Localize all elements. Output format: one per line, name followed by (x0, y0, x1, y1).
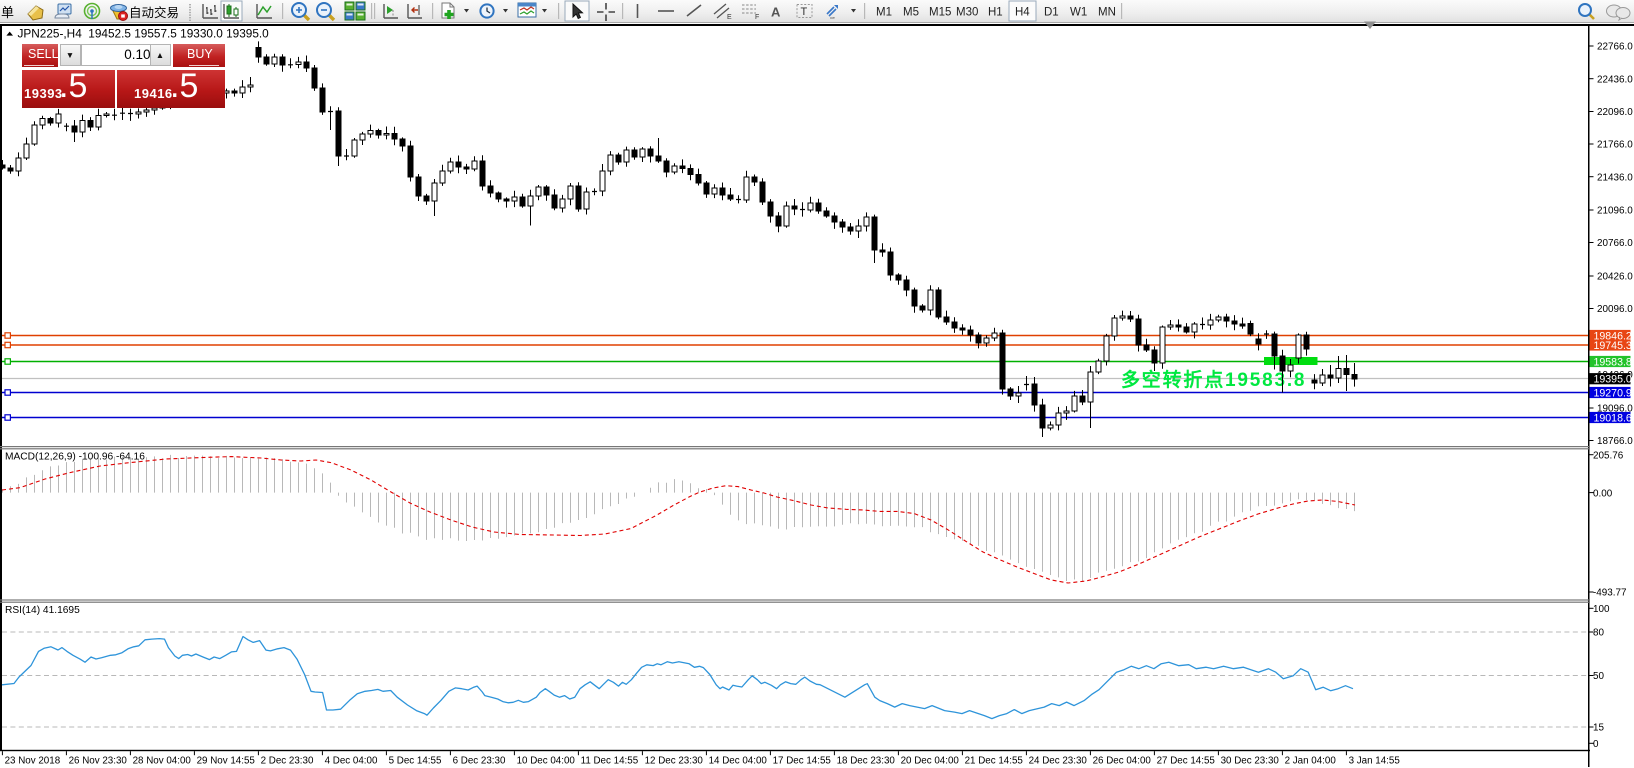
svg-text:自动交易: 自动交易 (129, 5, 179, 20)
svg-text:27 Dec 14:55: 27 Dec 14:55 (1157, 756, 1216, 767)
svg-text:3 Jan 14:55: 3 Jan 14:55 (1349, 756, 1401, 767)
svg-text:21096.0: 21096.0 (1597, 206, 1633, 217)
svg-text:80: 80 (1593, 628, 1604, 639)
svg-text:18766.0: 18766.0 (1597, 436, 1633, 447)
svg-text:10 Dec 04:00: 10 Dec 04:00 (517, 756, 576, 767)
svg-text:30 Dec 23:30: 30 Dec 23:30 (1221, 756, 1280, 767)
svg-text:单: 单 (1, 5, 14, 20)
svg-text:M15: M15 (929, 7, 951, 19)
svg-text:22766.0: 22766.0 (1597, 42, 1633, 53)
svg-text:19270.9: 19270.9 (1594, 387, 1632, 399)
svg-text:21766.0: 21766.0 (1597, 140, 1633, 151)
svg-text:20766.0: 20766.0 (1597, 238, 1633, 249)
svg-text:6 Dec 23:30: 6 Dec 23:30 (453, 756, 506, 767)
svg-text:D1: D1 (1044, 7, 1059, 19)
svg-text:21436.0: 21436.0 (1597, 172, 1633, 183)
svg-text:T: T (801, 6, 808, 18)
svg-text:JPN225-,H4 19452.5 19557.5 19: JPN225-,H4 19452.5 19557.5 19330.0 19395… (18, 26, 270, 40)
svg-text:20096.0: 20096.0 (1597, 304, 1633, 315)
svg-text:2 Jan 04:00: 2 Jan 04:00 (1285, 756, 1337, 767)
svg-text:12 Dec 23:30: 12 Dec 23:30 (645, 756, 704, 767)
svg-text:205.76: 205.76 (1593, 450, 1624, 461)
svg-text:29 Nov 14:55: 29 Nov 14:55 (197, 756, 256, 767)
svg-text:-493.77: -493.77 (1593, 588, 1627, 599)
svg-text:22096.0: 22096.0 (1597, 107, 1633, 118)
svg-text:24 Dec 23:30: 24 Dec 23:30 (1029, 756, 1088, 767)
svg-text:19583.8: 19583.8 (1594, 356, 1632, 368)
svg-text:F: F (755, 14, 759, 21)
svg-text:11 Dec 14:55: 11 Dec 14:55 (581, 756, 639, 767)
svg-text:18 Dec 23:30: 18 Dec 23:30 (837, 756, 896, 767)
svg-text:14 Dec 04:00: 14 Dec 04:00 (709, 756, 768, 767)
svg-text:M5: M5 (903, 7, 919, 19)
svg-text:19018.6: 19018.6 (1594, 412, 1632, 424)
svg-text:100: 100 (1593, 604, 1610, 615)
svg-text:0: 0 (1593, 739, 1599, 750)
svg-text:4 Dec 04:00: 4 Dec 04:00 (325, 756, 378, 767)
svg-text:MN: MN (1098, 7, 1116, 19)
svg-text:M30: M30 (956, 7, 978, 19)
svg-text:A: A (771, 5, 781, 20)
svg-text:23 Nov 2018: 23 Nov 2018 (5, 756, 61, 767)
svg-text:20426.0: 20426.0 (1597, 272, 1633, 283)
svg-text:19745.3: 19745.3 (1594, 340, 1632, 352)
svg-text:M1: M1 (876, 7, 892, 19)
svg-text:22436.0: 22436.0 (1597, 74, 1633, 85)
svg-text:15: 15 (1593, 723, 1604, 734)
svg-text:5 Dec 14:55: 5 Dec 14:55 (389, 756, 442, 767)
svg-text:W1: W1 (1070, 7, 1087, 19)
svg-text:H4: H4 (1015, 7, 1030, 19)
svg-text:26 Dec 04:00: 26 Dec 04:00 (1093, 756, 1152, 767)
svg-text:19395.0: 19395.0 (1594, 374, 1632, 386)
svg-text:H1: H1 (988, 7, 1003, 19)
svg-text:50: 50 (1593, 671, 1604, 682)
svg-text:21 Dec 14:55: 21 Dec 14:55 (965, 756, 1024, 767)
svg-text:19096.0: 19096.0 (1597, 404, 1633, 415)
svg-text:多空转折点19583.8: 多空转折点19583.8 (1121, 368, 1306, 391)
svg-text:RSI(14) 41.1695: RSI(14) 41.1695 (5, 605, 80, 616)
svg-text:20 Dec 04:00: 20 Dec 04:00 (901, 756, 960, 767)
svg-text:28 Nov 04:00: 28 Nov 04:00 (133, 756, 192, 767)
svg-text:E: E (727, 14, 732, 21)
svg-text:0.00: 0.00 (1593, 488, 1613, 499)
svg-text:17 Dec 14:55: 17 Dec 14:55 (773, 756, 832, 767)
svg-text:26 Nov 23:30: 26 Nov 23:30 (69, 756, 128, 767)
svg-text:MACD(12,26,9) -100.96 -64.16: MACD(12,26,9) -100.96 -64.16 (5, 452, 145, 463)
svg-text:2 Dec 23:30: 2 Dec 23:30 (261, 756, 314, 767)
